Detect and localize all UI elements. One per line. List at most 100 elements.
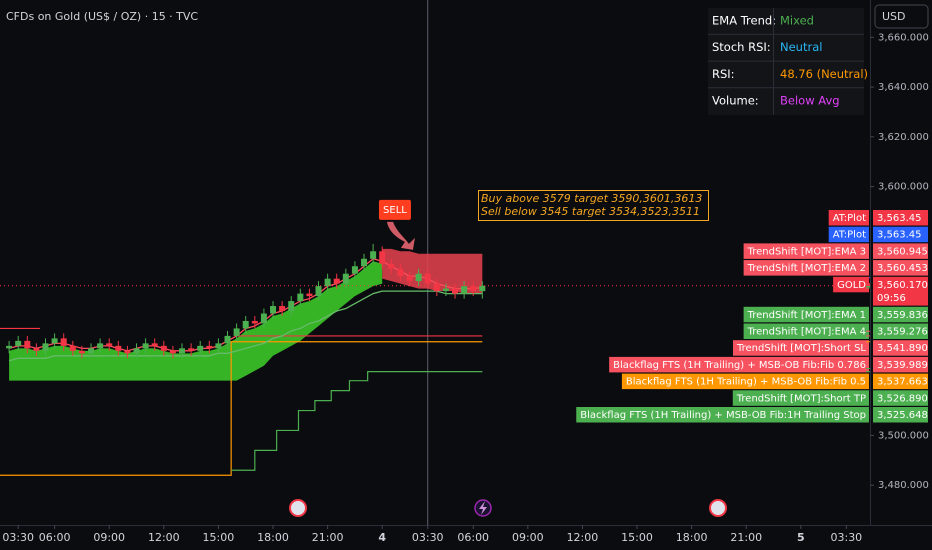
level-countdown: 09:56: [877, 293, 906, 304]
level-name-pill: [732, 390, 869, 406]
candle-body: [6, 345, 13, 349]
level-value-pill: [873, 407, 928, 423]
level-name: TrendShift [MOT]:EMA 2: [747, 263, 866, 274]
level-name-pill: [609, 356, 869, 373]
level-value-pill: [873, 210, 928, 226]
candle-body: [279, 306, 286, 312]
level-name-pill: [743, 306, 869, 323]
level-name-pill: [733, 340, 869, 356]
x-tick-label: 18:00: [676, 531, 708, 544]
level-name: Blackflag FTS (1H Trailing) + MSB-OB Fib…: [580, 410, 866, 421]
table-label: RSI:: [712, 67, 735, 81]
candle-body: [333, 278, 340, 284]
candle-body: [124, 350, 131, 354]
symbol-title: CFDs on Gold (US$ / OZ) · 15 · TVC: [6, 10, 198, 23]
x-tick-label: 15:00: [621, 531, 653, 544]
event-icons: [289, 499, 727, 517]
candle-body: [215, 343, 222, 349]
level-value-pill: [873, 390, 928, 406]
y-tick-label: 3,660.000: [878, 32, 929, 43]
indicator-table: EMA Trend: Mixed Stoch RSI: Neutral RSI: 48.7…: [708, 8, 868, 115]
candle-body: [115, 345, 122, 351]
x-tick-label: 03:30: [2, 531, 34, 544]
level-name: TrendShift [MOT]:Short SL: [736, 343, 866, 354]
x-tick-label: 5: [797, 531, 805, 544]
table-value: Below Avg: [780, 94, 840, 108]
table-value: 48.76 (Neutral): [780, 67, 868, 81]
x-tick-label: 12:00: [148, 531, 180, 544]
level-trail: [231, 371, 483, 471]
x-tick-label: 09:00: [93, 531, 125, 544]
level-name-pill: [833, 276, 869, 293]
currency-button[interactable]: [874, 4, 929, 29]
level-name-pill: [828, 226, 869, 243]
level-name-pill: [743, 243, 869, 259]
level-value-pill: [873, 356, 928, 373]
level-value-pill: [873, 276, 928, 306]
level-value-pill: [873, 373, 928, 390]
x-tick-label: 06:00: [39, 531, 71, 544]
level-name: TrendShift [MOT]:EMA 4: [747, 327, 866, 338]
level-name: AT:Plot: [833, 230, 866, 241]
candle-body: [188, 348, 195, 351]
table-label: Volume:: [712, 94, 759, 108]
x-tick-label: 03:30: [830, 531, 862, 544]
x-tick-label: 03:30: [412, 531, 444, 544]
level-name-pill: [621, 373, 869, 390]
level-name: Blackflag FTS (1H Trailing) + MSB-OB Fib…: [613, 360, 866, 371]
candle-body: [351, 266, 358, 274]
currency-label[interactable]: USD: [882, 10, 906, 23]
band: [382, 248, 483, 294]
x-tick-label: 09:00: [512, 531, 544, 544]
level-value-pill: [873, 340, 928, 356]
event-icon[interactable]: [289, 499, 307, 517]
candle-body: [461, 286, 468, 294]
x-tick-label: 21:00: [312, 531, 344, 544]
candle-body: [251, 320, 258, 324]
candle-body: [24, 340, 31, 349]
signal-box: [378, 199, 411, 220]
candle-body: [288, 301, 295, 312]
level-value: 3,563.45: [877, 213, 922, 224]
event-icon[interactable]: [709, 499, 727, 517]
candle-body: [15, 340, 22, 346]
level-value-pill: [873, 226, 928, 243]
plot-area: SELL: [0, 0, 870, 525]
level-name: TrendShift [MOT]:EMA 3: [747, 246, 866, 257]
candle-body: [315, 286, 322, 297]
level-value: 3,559.836: [877, 310, 928, 321]
level-name-pill: [743, 323, 869, 339]
candle-body: [169, 350, 176, 354]
candle-body: [233, 328, 240, 336]
level-name: GOLD: [837, 280, 866, 291]
level-value: 3,541.890: [877, 343, 928, 354]
level-name-pill: [576, 407, 869, 423]
x-tick-label: 06:00: [457, 531, 489, 544]
candle-body: [97, 343, 104, 349]
level-value: 3,560.945: [877, 246, 928, 257]
level-name-pill: [828, 210, 869, 226]
x-tick-label: 4: [378, 531, 386, 544]
price-labels: AT:Plot 3,563.45 AT:Plot 3,563.45 TrendShift…: [576, 210, 928, 423]
level-value: 3,560.453: [877, 263, 928, 274]
x-tick-label: 12:00: [567, 531, 599, 544]
band: [9, 261, 383, 381]
level-name: AT:Plot: [833, 213, 866, 224]
candle-body: [224, 335, 231, 344]
candle-body: [106, 343, 113, 346]
candle-body: [370, 251, 377, 259]
candle-body: [206, 345, 213, 349]
candle-body: [51, 338, 58, 344]
level-value: 3,525.648: [877, 410, 928, 421]
table-value: Mixed: [780, 14, 814, 28]
annotation-line: Sell below 3545 target 3534,3523,3511: [481, 205, 700, 218]
y-tick-label: 3,480.000: [878, 480, 929, 491]
candle-body: [433, 283, 440, 292]
candle-body: [179, 348, 186, 354]
candle-body: [88, 348, 95, 354]
candle-body: [470, 286, 477, 292]
level-value-pill: [873, 260, 928, 276]
candle-body: [324, 278, 331, 287]
